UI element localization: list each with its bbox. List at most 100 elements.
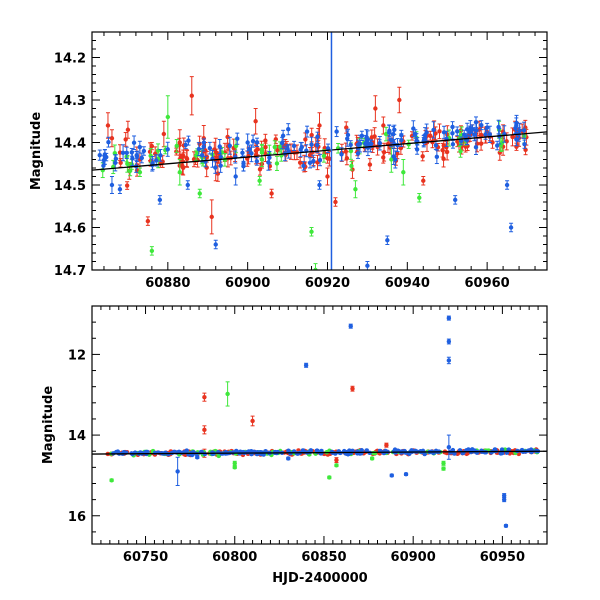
top-green-point <box>177 170 183 175</box>
top-blue-point <box>391 131 396 137</box>
top-green-point <box>277 144 283 150</box>
top-blue-point <box>286 126 291 132</box>
top-blue-point <box>348 142 353 148</box>
top-blue-point <box>355 151 361 156</box>
top-blue-point <box>514 123 519 128</box>
top-red-point <box>161 131 167 137</box>
top-blue-point <box>201 144 206 149</box>
top-blue-point <box>450 142 456 147</box>
top-ticks: 60880 60900 60920 60940 60960 14.2 14.3 14.4 14.… <box>54 31 547 291</box>
top-blue-point <box>311 158 316 164</box>
top-blue-point <box>109 182 115 188</box>
top-red-point <box>437 129 442 134</box>
top-red-point <box>177 140 183 145</box>
top-red-point <box>333 199 338 205</box>
top-blue-point <box>339 152 344 157</box>
top-red-point <box>381 155 386 160</box>
top-red-point <box>149 143 155 149</box>
top-blue-point <box>364 139 369 144</box>
top-blue-point <box>453 197 458 203</box>
top-red-point <box>395 151 400 156</box>
top-blue-point <box>213 165 218 170</box>
top-blue-point <box>369 141 374 146</box>
top-red-point <box>373 106 378 111</box>
bottom-plot-frame <box>91 305 548 545</box>
bottom-series-blue <box>111 315 541 529</box>
top-blue-point <box>196 146 202 152</box>
top-green-point <box>321 153 327 159</box>
top-red-point <box>297 160 303 165</box>
top-blue-point <box>422 132 428 138</box>
top-blue-point <box>345 136 350 141</box>
top-green-point <box>349 163 354 169</box>
top-blue-point <box>101 163 106 168</box>
top-blue-point <box>240 150 245 155</box>
top-blue-point <box>117 187 123 192</box>
bottom-blue-point <box>300 448 306 453</box>
top-red-point <box>253 148 259 154</box>
top-blue-point <box>298 147 303 152</box>
top-series-blue <box>97 114 527 270</box>
bottom-blue-point <box>498 451 503 456</box>
top-green-point <box>127 168 133 174</box>
top-blue-point <box>521 128 527 133</box>
top-blue-point <box>450 131 455 136</box>
top-blue-point <box>494 143 500 148</box>
top-green-point <box>272 144 277 150</box>
top-blue-point <box>479 122 484 128</box>
top-y-tick-label: 14.7 <box>54 264 86 279</box>
top-blue-point <box>227 143 233 149</box>
top-red-point <box>257 167 263 172</box>
bottom-blue-point <box>195 455 200 460</box>
top-blue-point <box>455 129 460 134</box>
top-red-point <box>209 214 214 220</box>
bottom-green-point <box>225 391 230 397</box>
top-blue-point <box>517 128 522 133</box>
bottom-red-point <box>384 442 389 448</box>
top-blue-point <box>464 127 470 132</box>
bottom-blue-point <box>250 450 255 455</box>
top-blue-point <box>141 148 147 154</box>
top-blue-point <box>120 150 126 155</box>
bottom-y-axis-label: Magnitude <box>41 386 56 465</box>
top-blue-point <box>504 182 510 188</box>
top-blue-point <box>462 132 467 137</box>
top-green-point <box>197 191 202 196</box>
top-green-point <box>233 143 239 149</box>
top-green-point <box>458 149 463 154</box>
top-red-point <box>504 139 509 144</box>
top-plot-area <box>92 32 547 270</box>
top-blue-point <box>218 154 223 160</box>
top-red-point <box>253 119 258 124</box>
top-red-point <box>381 123 386 128</box>
top-red-point <box>490 140 495 145</box>
top-blue-point <box>522 141 527 147</box>
top-blue-point <box>124 150 129 156</box>
top-red-point <box>118 160 123 166</box>
top-blue-point <box>233 174 238 179</box>
top-blue-point <box>217 144 222 149</box>
bottom-x-tick-label: 60900 <box>391 550 436 565</box>
bottom-green-point <box>441 466 446 471</box>
top-blue-point <box>413 131 418 137</box>
top-red-point <box>350 167 355 172</box>
top-blue-point <box>434 154 440 160</box>
bottom-blue-point <box>501 493 507 498</box>
bottom-blue-point <box>492 447 498 452</box>
top-green-point <box>259 157 265 162</box>
top-blue-point <box>130 156 135 161</box>
bottom-blue-point <box>230 450 236 455</box>
top-green-point <box>137 170 143 175</box>
top-blue-point <box>157 197 163 203</box>
top-blue-point <box>304 129 310 134</box>
bottom-blue-point <box>446 339 452 344</box>
top-red-point <box>125 127 131 132</box>
bottom-green-point <box>369 456 375 461</box>
top-red-point <box>421 178 426 183</box>
top-green-point <box>389 157 394 162</box>
bottom-green-point <box>327 475 332 480</box>
bottom-blue-point <box>308 448 314 453</box>
top-blue-point <box>315 142 320 148</box>
bottom-x-tick-label: 60950 <box>480 550 525 565</box>
bottom-green-point <box>441 461 446 466</box>
